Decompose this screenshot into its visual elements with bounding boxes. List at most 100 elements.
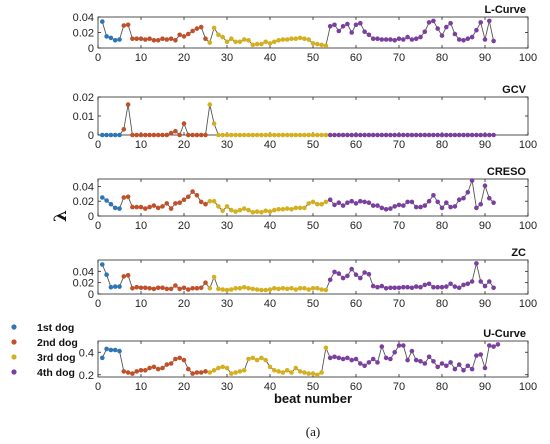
x-tick-label: 80 [436,381,448,393]
x-tick-label: 80 [436,139,448,151]
data-point [147,204,152,210]
data-point [379,205,385,211]
data-point [409,37,415,42]
data-point [147,286,152,291]
data-point [413,36,419,41]
data-point [229,371,234,376]
data-point [362,199,367,205]
data-point [461,132,466,138]
data-point [272,132,277,138]
legend-label: 3rd dog [37,352,76,364]
data-point [216,286,221,292]
data-point [177,32,182,38]
x-tick-label: 0 [95,220,101,232]
data-point [315,132,320,138]
data-point [125,194,131,200]
data-point [211,198,217,204]
data-point [246,207,251,213]
data-point [263,208,269,214]
data-point [358,198,363,204]
data-point [233,209,238,214]
data-point [405,132,410,138]
data-point [241,206,247,211]
plot-frame [97,96,529,136]
x-tick-label: 100 [519,139,537,151]
data-point [198,24,204,30]
data-point [254,287,260,292]
x-tick-label: 20 [178,139,190,151]
x-tick-label: 40 [264,220,276,232]
data-point [267,209,273,214]
panel-zc: 0 10 20 30 40 50 60 70 80 90 100 00.020.04 ZC [73,247,538,310]
x-tick-label: 40 [264,52,276,64]
x-tick-label: 90 [479,220,491,232]
data-point [241,37,247,42]
data-point [435,26,441,31]
data-point [482,132,488,138]
data-point [383,355,389,361]
data-point [207,198,213,204]
data-point [362,132,367,138]
data-point [263,357,269,363]
data-point [220,208,225,214]
data-point [439,284,445,290]
data-point [409,348,415,354]
data-point [160,285,165,291]
data-point [448,281,453,287]
data-point [117,37,122,42]
data-point [211,121,217,126]
data-point [336,355,342,361]
data-point [474,132,479,138]
data-point [379,132,385,138]
data-point [332,202,337,208]
data-point [108,284,114,290]
data-point [431,284,436,290]
data-point [315,286,320,291]
data-point [198,370,204,375]
data-point [327,355,333,361]
data-point [396,36,402,41]
data-point [233,286,238,291]
data-point [353,272,359,278]
data-point [284,37,290,42]
data-point [237,207,243,213]
data-point [233,132,238,138]
data-point [431,193,436,198]
data-point [340,203,346,208]
data-point [332,269,337,275]
data-point [104,272,109,278]
data-point [474,27,479,33]
data-point [207,286,213,291]
data-point [100,195,105,200]
data-point [134,284,139,290]
data-point [100,132,105,138]
data-point [186,194,191,200]
data-point [272,368,277,373]
x-tick-label: 20 [178,220,190,232]
data-point [276,286,281,292]
data-point [198,285,204,291]
data-point [164,132,170,138]
data-point [254,209,260,214]
data-point [125,22,131,28]
data-point [392,204,398,209]
y-tick-label: 0 [88,211,94,223]
data-point [151,286,157,292]
data-point [241,284,247,290]
data-point [117,206,122,211]
y-tick-label: 0.2 [79,370,94,382]
data-point [100,355,105,361]
data-point [220,34,225,40]
data-point [177,286,182,292]
data-point [465,363,471,369]
data-point [259,355,264,361]
figure-caption: (a) [306,424,320,439]
data-point [168,36,174,41]
data-point [315,201,320,207]
x-tick-label: 30 [221,381,233,393]
data-point [422,282,428,288]
data-point [168,361,174,366]
data-point [293,287,299,292]
data-point [112,347,118,353]
